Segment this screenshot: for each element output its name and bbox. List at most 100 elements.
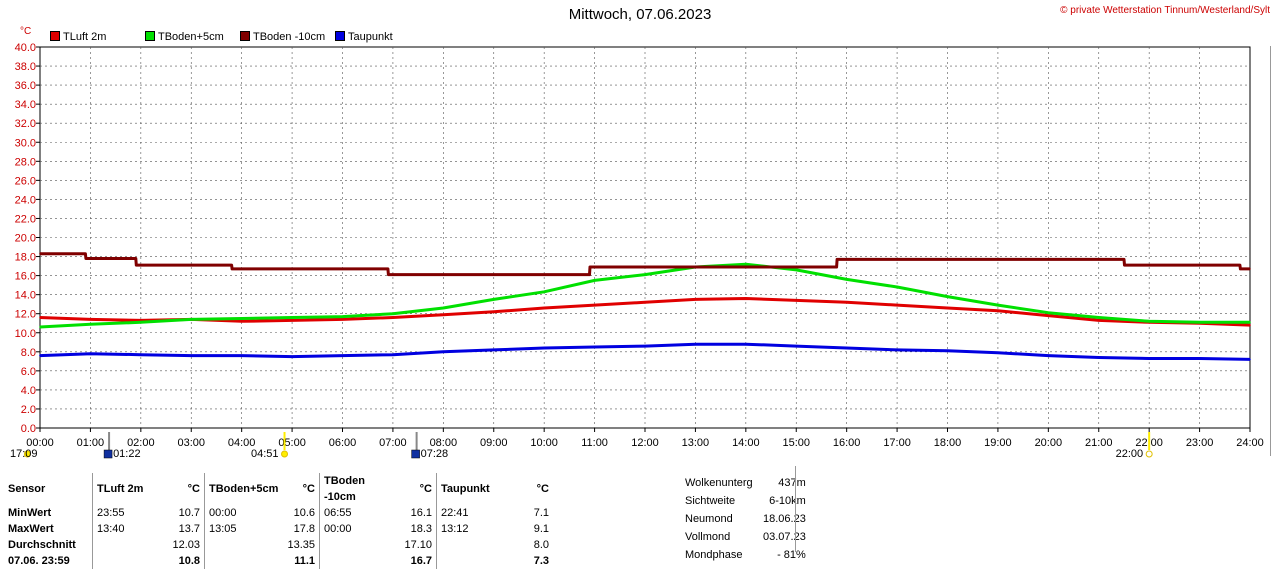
legend-label: TBoden+5cm	[158, 31, 224, 43]
stats-value: 11.1	[294, 555, 315, 567]
copyright-note: © private Wetterstation Tinnum/Westerlan…	[1060, 5, 1270, 16]
data-point	[442, 313, 445, 316]
x-tick-label: 19:00	[984, 437, 1012, 449]
data-point	[745, 343, 747, 345]
astro-time-label: 01:22	[113, 448, 141, 460]
data-point	[492, 349, 495, 351]
data-point	[896, 349, 898, 351]
y-tick-label: 2.0	[21, 404, 36, 416]
astro-time-label: 22:00	[1116, 448, 1144, 460]
data-point	[1198, 321, 1201, 324]
data-point	[946, 295, 949, 298]
x-tick-label: 06:00	[329, 437, 357, 449]
stats-value: 10.6	[293, 507, 315, 519]
data-point	[240, 354, 243, 357]
y-tick-label: 26.0	[15, 175, 36, 187]
info-row: Wolkenunterg 437m	[682, 475, 809, 491]
stats-time	[319, 553, 398, 569]
sun-icon	[1145, 450, 1153, 458]
y-tick-label: 14.0	[15, 290, 36, 302]
data-point	[1249, 321, 1251, 324]
data-point	[135, 264, 138, 266]
x-tick-label: 07:00	[379, 437, 407, 449]
info-key: Sichtweite	[685, 495, 736, 507]
data-point	[644, 301, 646, 304]
data-point	[745, 263, 747, 265]
data-point	[39, 316, 41, 319]
stats-value: 13.7	[178, 523, 200, 535]
y-tick-label: 0.0	[21, 423, 36, 435]
data-point	[39, 354, 41, 357]
data-point	[1249, 324, 1251, 326]
stats-row-current: 07.06. 23:59 10.8 11.1 16.7 7.3	[4, 553, 553, 569]
data-point	[84, 252, 87, 255]
data-point	[1239, 264, 1241, 266]
y-tick-label: 24.0	[15, 194, 36, 206]
data-point	[997, 351, 999, 354]
data-point	[835, 266, 838, 268]
stats-time	[92, 537, 161, 553]
stats-header: °C	[536, 483, 549, 495]
stats-value: 17.8	[293, 523, 315, 535]
data-point	[442, 307, 445, 309]
astro-time-label: 17:09	[10, 448, 38, 460]
info-value: 03.07.23	[763, 531, 806, 543]
stats-time: 06:55	[319, 505, 398, 521]
x-tick-label: 15:00	[782, 437, 810, 449]
data-point	[291, 319, 293, 322]
side-panel-edge	[1270, 46, 1280, 456]
data-point	[1047, 314, 1050, 317]
data-point	[1047, 354, 1050, 357]
stats-value: 16.1	[410, 507, 432, 519]
x-tick-label: 00:00	[26, 437, 54, 449]
data-point	[1249, 268, 1251, 270]
stats-value: 13.35	[287, 539, 315, 551]
x-tick-label: 09:00	[480, 437, 508, 449]
data-point	[946, 307, 949, 309]
y-tick-label: 40.0	[15, 42, 36, 54]
x-tick-label: 12:00	[631, 437, 659, 449]
legend-item-tboden5: TBoden+5cm	[145, 31, 224, 43]
data-point	[589, 266, 591, 268]
data-point	[593, 346, 596, 348]
data-point	[593, 304, 596, 306]
stats-value: 10.7	[178, 507, 200, 519]
data-point	[341, 354, 344, 357]
data-point	[39, 252, 41, 255]
stats-time: 13:05	[204, 521, 283, 537]
y-tick-label: 38.0	[15, 61, 36, 73]
stats-row-label: 07.06. 23:59	[8, 555, 70, 567]
data-point	[1097, 319, 1100, 322]
x-tick-label: 17:00	[883, 437, 911, 449]
stats-time	[319, 537, 398, 553]
data-point	[1097, 356, 1100, 359]
legend-item-tluft: TLuft 2m	[50, 31, 106, 43]
temperature-chart: 0.0 2.0 4.0 6.0 8.0 10.0 12.0 14.0 16.0 18.0 20.0 2…	[10, 42, 1264, 460]
y-tick-label: 22.0	[15, 213, 36, 225]
info-value: 18.06.23	[763, 513, 806, 525]
legend-swatch	[335, 31, 345, 41]
stats-value: 16.7	[410, 555, 432, 567]
data-point	[694, 343, 697, 345]
data-point	[795, 299, 798, 302]
stats-header: Taupunkt	[436, 473, 515, 505]
y-tick-label: 28.0	[15, 156, 36, 168]
astro-time-label: 04:51	[251, 448, 279, 460]
x-tick-label: 23:00	[1186, 437, 1214, 449]
legend-label: Taupunkt	[348, 31, 393, 43]
legend-swatch	[240, 31, 250, 41]
info-divider	[795, 466, 796, 552]
x-tick-label: 04:00	[228, 437, 256, 449]
data-point	[1198, 357, 1201, 360]
data-point	[341, 315, 344, 318]
x-tick-label: 14:00	[732, 437, 760, 449]
y-tick-label: 12.0	[15, 309, 36, 321]
info-key: Mondphase	[685, 549, 743, 561]
data-point	[240, 320, 243, 323]
stats-time: 00:00	[319, 521, 398, 537]
y-tick-label: 16.0	[15, 271, 36, 283]
y-tick-label: 6.0	[21, 366, 36, 378]
data-point	[1249, 358, 1251, 361]
data-point	[190, 318, 193, 321]
y-tick-label: 20.0	[15, 233, 36, 245]
